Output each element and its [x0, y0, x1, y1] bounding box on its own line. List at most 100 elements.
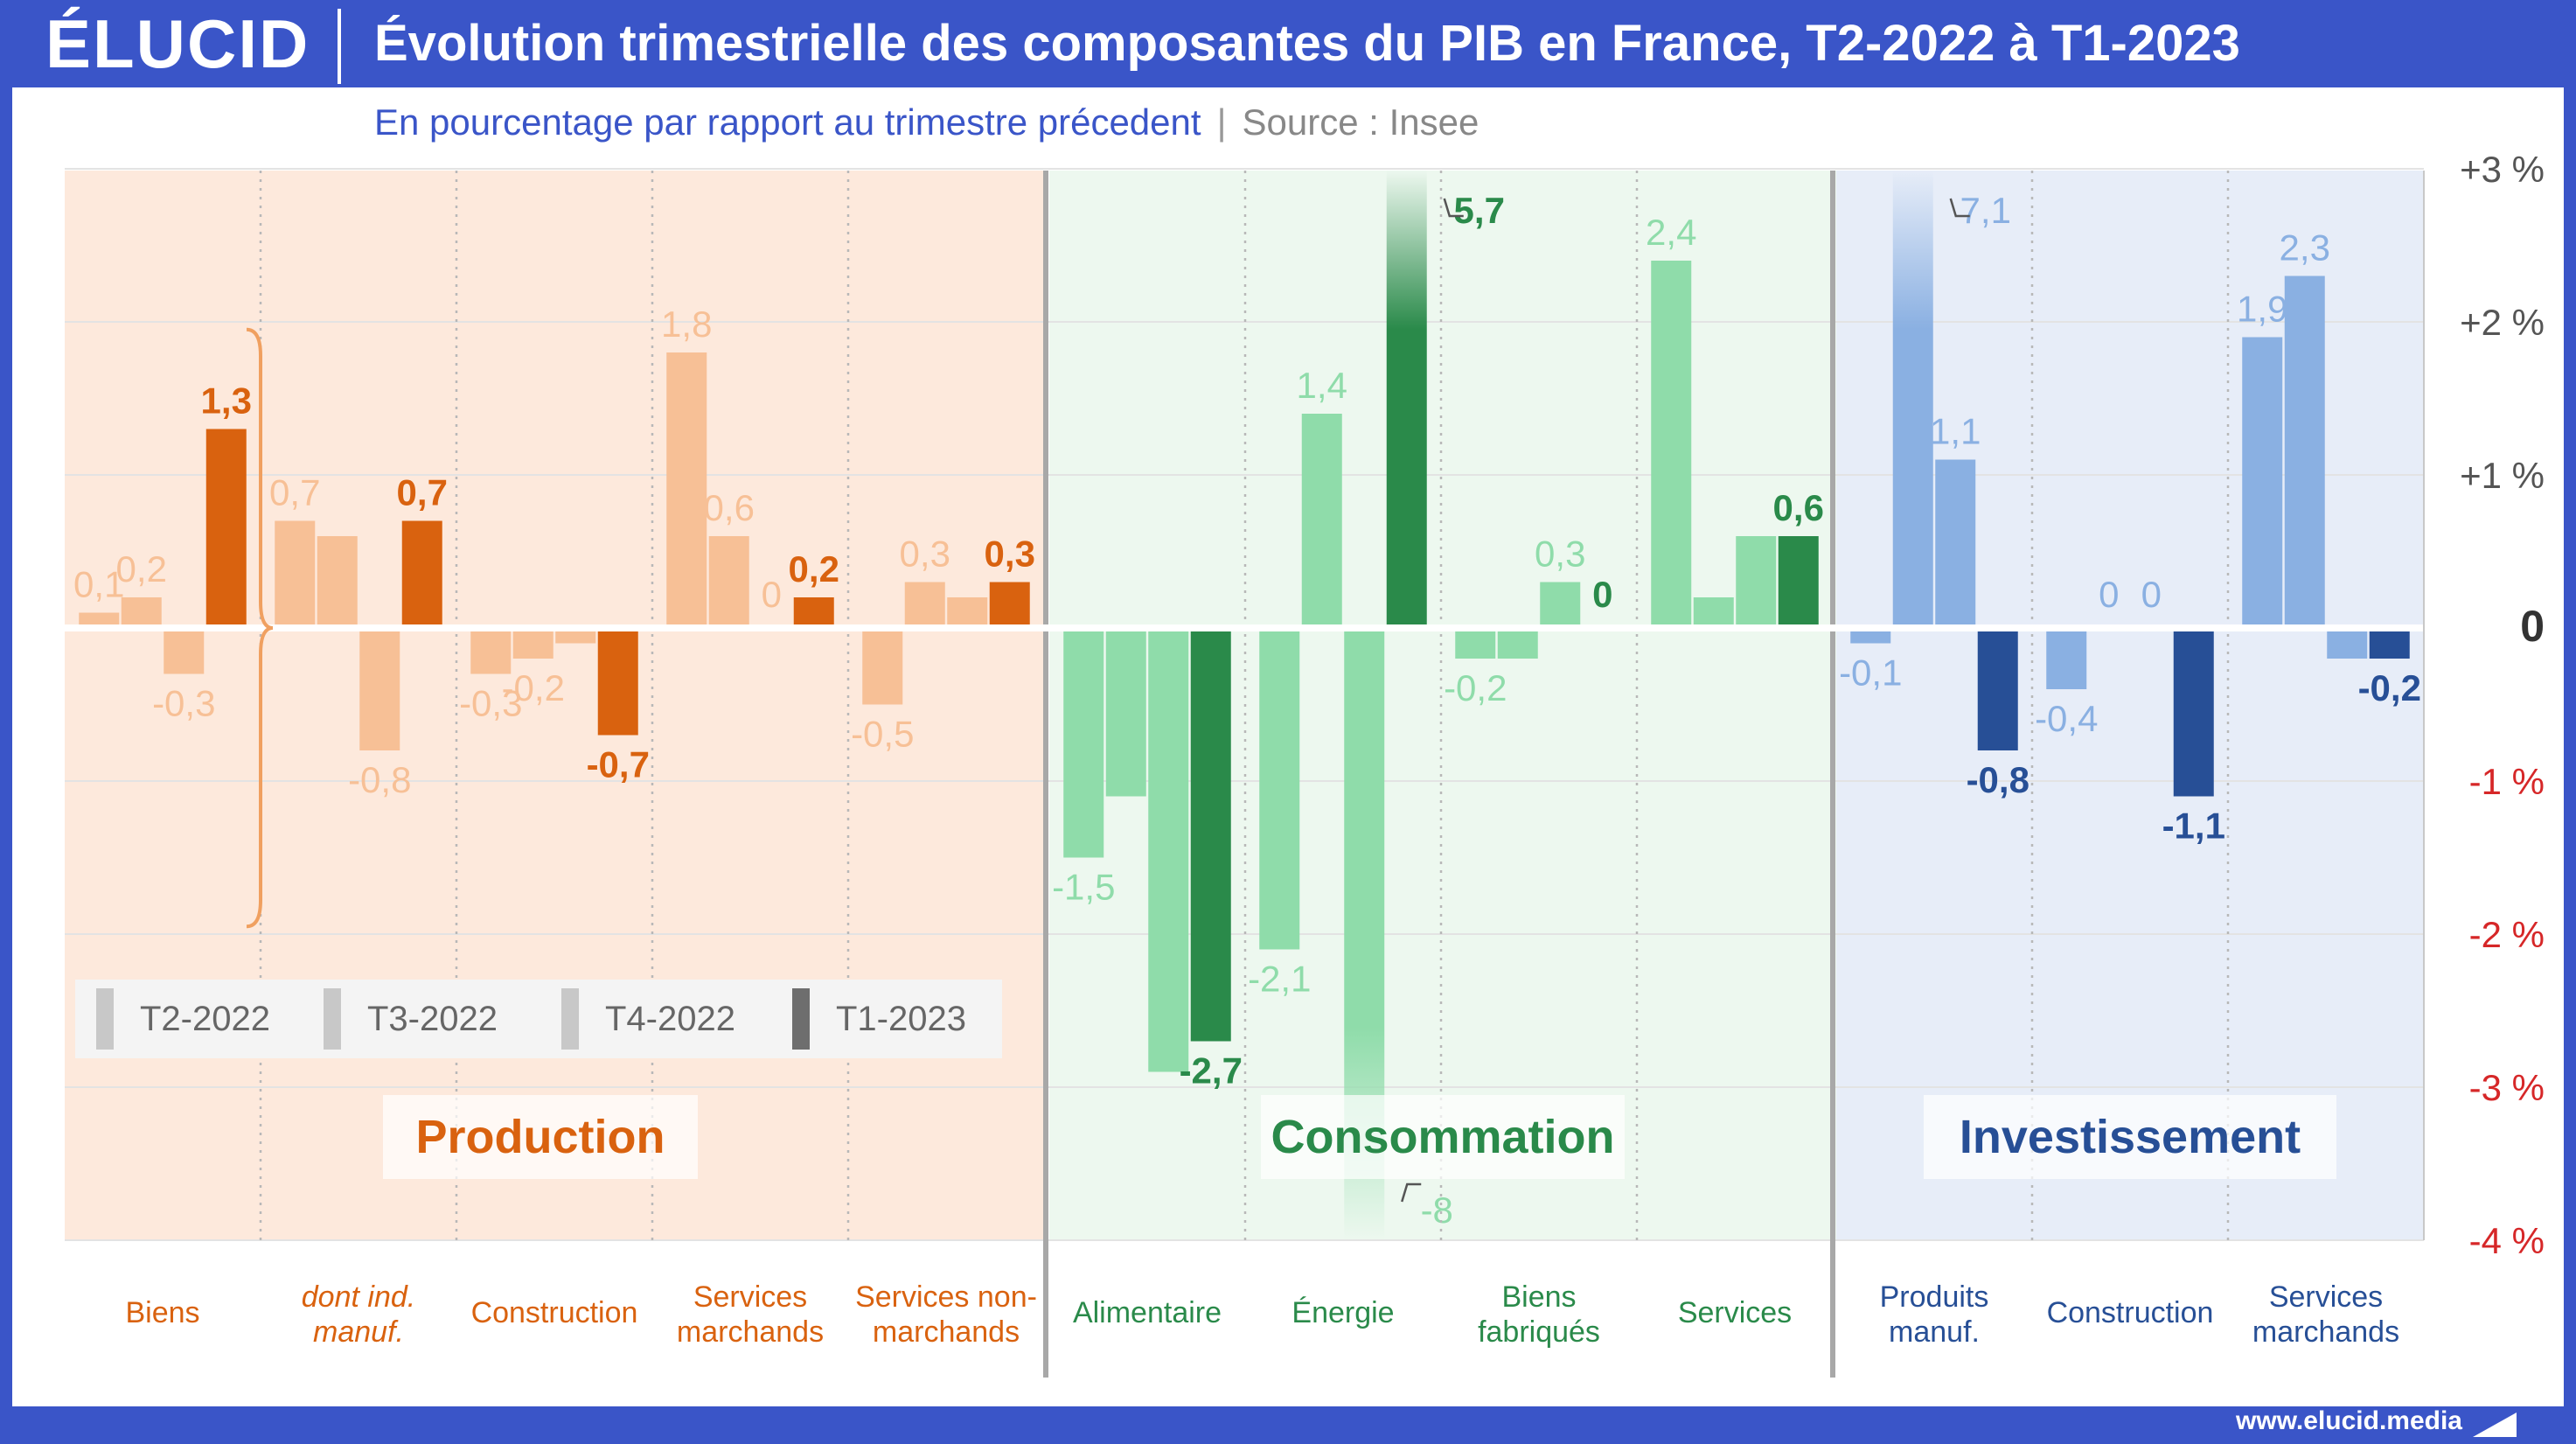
bar-value-label: 0: [2099, 574, 2119, 615]
category-label: Services non-: [855, 1280, 1037, 1314]
bar-value-label: 0,7: [269, 472, 320, 513]
legend-swatch: [324, 988, 341, 1050]
y-tick-label: +3 %: [2460, 149, 2545, 190]
bar-value-label: 0,3: [985, 534, 1035, 575]
bar-value-label: 1,4: [1297, 365, 1347, 406]
bar: [317, 536, 358, 624]
bar-value-label: 2,4: [1646, 212, 1696, 253]
category-label: dont ind.: [302, 1280, 415, 1314]
bar: [1736, 536, 1777, 624]
logo: ÉLUCID: [45, 5, 310, 82]
clipped-value-arrow-icon: [1443, 198, 1464, 218]
legend-label: T2-2022: [140, 1000, 270, 1038]
bar: [989, 582, 1030, 624]
brace-icon: [246, 327, 274, 929]
bar: [2173, 631, 2214, 797]
bar: [904, 582, 945, 624]
bar: [359, 631, 400, 750]
category-label: manuf.: [1889, 1315, 1980, 1349]
category-label: marchands: [677, 1315, 824, 1349]
bar-value-label: 2,3: [2280, 227, 2330, 269]
bar-value-label: -0,8: [348, 759, 411, 800]
clipped-value-arrow-icon: [1949, 198, 1970, 218]
category-label: marchands: [873, 1315, 1020, 1349]
bar: [1892, 171, 1933, 624]
legend-swatch: [96, 988, 114, 1050]
legend-label: T1-2023: [836, 1000, 966, 1038]
category-label: Construction: [2047, 1296, 2214, 1329]
bar: [1850, 631, 1891, 644]
bar: [1935, 459, 1976, 624]
bar-value-label: 0: [2141, 574, 2162, 615]
bar: [666, 352, 707, 624]
legend-item: T2-2022: [96, 988, 270, 1050]
bar: [1455, 631, 1496, 659]
bar: [79, 612, 120, 624]
page-title: Évolution trimestrielle des composantes …: [374, 15, 2240, 72]
bar: [512, 631, 553, 659]
category-label: Alimentaire: [1073, 1296, 1222, 1329]
bar-value-label: -0,3: [152, 683, 215, 724]
bar-value-label: 0,6: [704, 487, 755, 528]
logo-separator: [338, 9, 341, 84]
bar-value-label: -2,7: [1180, 1050, 1243, 1092]
bar-value-label: 0,6: [1773, 487, 1824, 528]
bar: [1063, 631, 1104, 858]
bar: [205, 429, 247, 624]
category-label: Biens: [125, 1296, 199, 1329]
group-title-box: [383, 1095, 698, 1179]
bar: [2242, 337, 2283, 624]
bar: [1778, 536, 1819, 624]
legend-label: T4-2022: [605, 1000, 735, 1038]
group-title-box: [1261, 1095, 1625, 1179]
category-label: Construction: [471, 1296, 638, 1329]
bar-value-label: -2,1: [1248, 959, 1311, 1000]
footer-url[interactable]: www.elucid.media: [2236, 1406, 2462, 1435]
bar: [1540, 582, 1581, 624]
footer-logo-icon: [2473, 1413, 2517, 1437]
header: ÉLUCID Évolution trimestrielle des compo…: [0, 0, 2576, 87]
bar: [1190, 631, 1231, 1042]
category-label: Biens: [1501, 1280, 1576, 1314]
category-label: fabriqués: [1478, 1315, 1600, 1349]
category-label: marchands: [2252, 1315, 2399, 1349]
y-tick-label: +1 %: [2460, 455, 2545, 496]
category-label: Services: [1678, 1296, 1792, 1329]
bar-value-label: 7,1: [1960, 190, 2011, 231]
bar-value-label: 0: [1592, 574, 1612, 615]
legend-item: T4-2022: [561, 988, 735, 1050]
group-title-box: [1924, 1095, 2336, 1179]
subtitle-separator: |: [1216, 101, 1227, 143]
bar-value-label: -0,5: [851, 714, 914, 755]
bar: [1259, 631, 1300, 950]
bar-value-label: 0,2: [116, 548, 167, 589]
bar: [708, 536, 749, 624]
bar: [1301, 414, 1342, 624]
bar-value-label: -0,3: [459, 683, 522, 724]
bar: [470, 631, 512, 674]
y-tick-label: -3 %: [2469, 1067, 2545, 1108]
bar-value-label: 0: [762, 574, 782, 615]
bar: [1977, 631, 2018, 750]
legend-item: T3-2022: [324, 988, 498, 1050]
bar-value-label: -1,5: [1052, 867, 1115, 908]
bar: [862, 631, 903, 705]
bar-value-label: -0,4: [2035, 698, 2098, 739]
bar: [1105, 631, 1146, 797]
bar-value-label: -0,2: [2358, 667, 2421, 708]
bar-value-label: 1,3: [201, 380, 252, 422]
bar-value-label: 1,8: [661, 303, 712, 345]
group-background-investissement: [1836, 171, 2424, 1240]
legend-swatch: [792, 988, 810, 1050]
bar: [1497, 631, 1538, 659]
bar: [947, 597, 988, 624]
bar-value-label: 1,9: [2237, 289, 2287, 330]
legend-label: T3-2022: [367, 1000, 498, 1038]
y-tick-label: -1 %: [2469, 761, 2545, 802]
bar-value-label: -0,7: [587, 744, 650, 785]
y-tick-label: -4 %: [2469, 1220, 2545, 1261]
category-label: manuf.: [313, 1315, 404, 1349]
bar: [555, 631, 596, 644]
bar: [2327, 631, 2368, 659]
